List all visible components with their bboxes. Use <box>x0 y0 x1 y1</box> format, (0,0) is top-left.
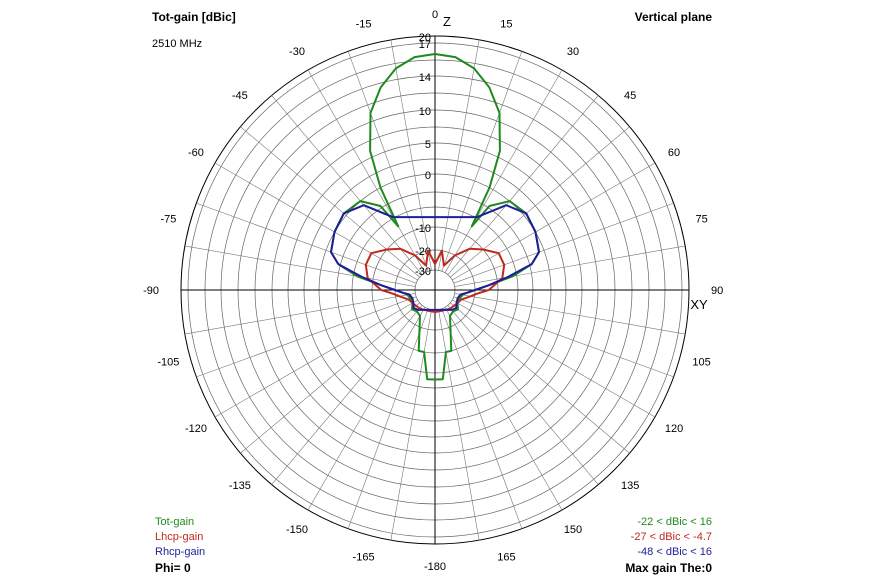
angle-label: -45 <box>232 90 248 102</box>
grid-spoke <box>214 162 418 281</box>
radial-tick-label: 10 <box>419 106 431 118</box>
angle-label: -165 <box>353 552 375 564</box>
grid-spoke <box>441 308 523 529</box>
gain-curves <box>330 53 540 381</box>
angle-label: -30 <box>289 46 305 58</box>
grid-spoke <box>271 305 423 485</box>
angle-label: 165 <box>497 552 515 564</box>
radial-tick-label: 20 <box>419 32 431 44</box>
angle-label: 0 <box>432 9 438 21</box>
grid-spoke <box>390 39 432 271</box>
angle-label: 30 <box>567 46 579 58</box>
angle-label: 105 <box>692 356 710 368</box>
grid-spoke <box>453 296 674 378</box>
angle-label: 90 <box>711 285 723 297</box>
angle-label: -135 <box>229 480 251 492</box>
legend-lhcp-range: -27 < dBic < -4.7 <box>630 531 712 543</box>
grid-spoke <box>390 309 432 541</box>
grid-spoke <box>452 299 656 418</box>
grid-spoke <box>438 309 480 541</box>
angle-label: -75 <box>160 214 176 226</box>
angle-labels: 0153045607590105120135150165-180-165-150… <box>143 9 723 573</box>
grid-spoke <box>453 202 674 284</box>
grid-spoke <box>454 293 686 335</box>
axis-label-z: Z <box>443 14 451 29</box>
radial-tick-label: 17 <box>419 39 431 51</box>
grid-spoke <box>214 299 418 418</box>
grid-spoke <box>347 51 429 272</box>
angle-label: 45 <box>624 90 636 102</box>
grid-spoke <box>240 126 420 278</box>
legend-rhcp-range: -48 < dBic < 16 <box>637 546 712 558</box>
radial-tick-label: 0 <box>425 170 431 182</box>
angle-label: 150 <box>564 524 582 536</box>
grid-spoke <box>447 305 599 485</box>
grid-spoke <box>441 51 523 272</box>
angle-label: 60 <box>668 147 680 159</box>
legend-lhcp-gain: Lhcp-gain <box>155 531 204 543</box>
angle-label: 15 <box>500 18 512 30</box>
grid-spoke <box>347 308 429 529</box>
angle-label: -120 <box>185 423 207 435</box>
axis-label-xy: XY <box>690 297 708 312</box>
grid-spoke <box>184 245 416 287</box>
series-rhcp-gain <box>330 204 540 311</box>
grid-spoke <box>438 39 480 271</box>
max-gain-label: Max gain The:0 <box>625 561 712 575</box>
legend-tot-gain: Tot-gain <box>155 516 195 528</box>
angle-label: 120 <box>665 423 683 435</box>
grid-spoke <box>184 293 416 335</box>
grid-spoke <box>454 245 686 287</box>
angle-label: -90 <box>143 285 159 297</box>
grid-spoke <box>452 162 656 281</box>
angle-label: 75 <box>695 214 707 226</box>
grid-spoke <box>450 302 630 454</box>
chart-title: Tot-gain [dBic] <box>152 10 236 24</box>
grid-spoke <box>307 307 426 511</box>
polar-grid <box>180 35 690 545</box>
angle-label: -15 <box>356 18 372 30</box>
radial-tick-label: 14 <box>419 72 431 84</box>
phi-label: Phi= 0 <box>155 561 191 575</box>
grid-spoke <box>447 95 599 275</box>
grid-spoke <box>271 95 423 275</box>
angle-label: -105 <box>157 356 179 368</box>
frequency-label: 2510 MHz <box>152 38 203 50</box>
grid-spoke <box>444 69 563 273</box>
angle-label: -150 <box>286 524 308 536</box>
radial-tick-label: 5 <box>425 139 431 151</box>
grid-spoke <box>450 126 630 278</box>
series-tot-gain <box>330 53 540 381</box>
grid-spoke <box>307 69 426 273</box>
grid-spoke <box>444 307 563 511</box>
series-lhcp-gain <box>364 247 506 313</box>
legend-rhcp-gain: Rhcp-gain <box>155 546 206 558</box>
radial-tick-label: -30 <box>415 266 431 278</box>
grid-spoke <box>196 296 417 378</box>
grid-spoke <box>196 202 417 284</box>
legend-tot-range: -22 < dBic < 16 <box>637 516 712 528</box>
plane-label: Vertical plane <box>634 10 712 24</box>
grid-spoke <box>240 302 420 454</box>
angle-label: -60 <box>188 147 204 159</box>
radial-tick-label: -10 <box>415 223 431 235</box>
angle-label: 135 <box>621 480 639 492</box>
angle-label: -180 <box>424 561 446 573</box>
